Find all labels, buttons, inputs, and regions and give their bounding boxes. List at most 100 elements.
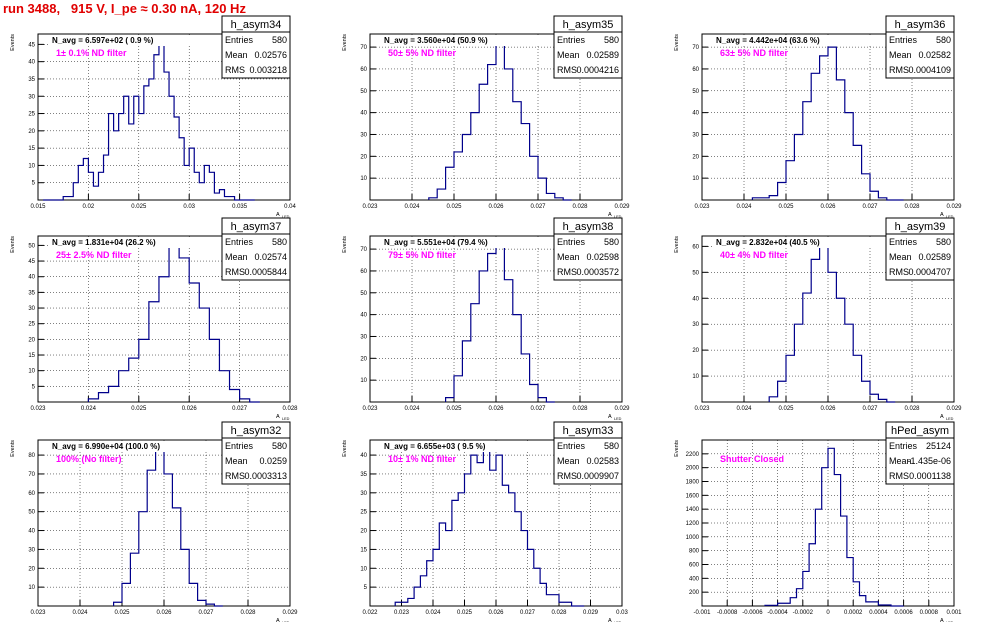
stats-box (885, 217, 955, 281)
navg-label: N_avg = 2.832e+04 (40.5 %) (716, 238, 820, 247)
stats-label: Mean (557, 50, 580, 60)
y-tick-label: 40 (360, 111, 367, 117)
x-tick-label: 0.029 (946, 406, 962, 412)
x-tick-label: 0.015 (30, 204, 46, 210)
stats-value: 0.0004109 (908, 65, 951, 75)
y-tick-label: 60 (28, 491, 35, 497)
navg-label: N_avg = 5.551e+04 (79.4 %) (384, 238, 488, 247)
histogram-panel-h_asym37: 0.023 0.024 0.025 0.026 0.027 0.028 5 10 15 20 25 3… (10, 217, 298, 421)
navg-box (48, 237, 228, 248)
y-tick-label: 600 (689, 563, 700, 569)
y-tick-label: 35 (28, 77, 35, 83)
x-tick-label: 0.028 (240, 610, 256, 616)
x-tick-label: 0.023 (362, 406, 378, 412)
y-tick-label: 30 (692, 322, 699, 328)
stats-title: h_asym36 (895, 19, 946, 31)
x-axis-title: A (608, 618, 612, 622)
x-axis-title-subscript: LED (946, 417, 954, 421)
y-axis-title: Events (342, 34, 348, 51)
y-tick-label: 25 (28, 322, 35, 328)
stats-box (553, 421, 623, 485)
stats-label: Mean (889, 50, 912, 60)
x-tick-label: 0.026 (488, 610, 504, 616)
stats-label: Mean (225, 456, 248, 466)
x-tick-label: 0.025 (131, 204, 147, 210)
y-tick-label: 60 (692, 67, 699, 73)
y-tick-label: 60 (692, 244, 699, 250)
filter-label: 40± 4% ND filter (720, 250, 788, 260)
x-tick-label: 0 (826, 610, 830, 616)
y-tick-label: 70 (692, 45, 699, 51)
histogram-panel-h_asym33: 0.022 0.023 0.024 0.025 0.026 0.027 0.028 0.029… (342, 421, 628, 622)
x-tick-label: 0.029 (583, 610, 599, 616)
y-tick-label: 10 (360, 566, 367, 572)
x-tick-label: 0.027 (520, 610, 536, 616)
run-title: run 3488, 915 V, I_pe ≈ 0.30 nA, 120 Hz (3, 1, 246, 16)
y-axis-title: Events (674, 236, 680, 253)
x-tick-label: 0.025 (446, 204, 462, 210)
x-tick-label: 0.029 (946, 204, 962, 210)
x-axis-title-subscript: LED (282, 215, 290, 219)
stats-label: Entries (889, 35, 918, 45)
navg-box (380, 441, 560, 452)
x-tick-label: 0.027 (530, 406, 546, 412)
stats-box (885, 421, 955, 485)
stats-value: -1.435e-06 (907, 456, 951, 466)
stats-label: RMS (225, 471, 245, 481)
y-tick-label: 40 (28, 275, 35, 281)
stats-box (885, 15, 955, 79)
y-tick-label: 40 (692, 296, 699, 302)
y-tick-label: 5 (364, 585, 368, 591)
navg-label: N_avg = 6.655e+03 ( 9.5 %) (384, 442, 486, 451)
stats-value: 0.02589 (918, 252, 951, 262)
y-tick-label: 20 (692, 348, 699, 354)
y-tick-label: 10 (28, 369, 35, 375)
x-tick-label: -0.0006 (742, 610, 763, 616)
x-axis-title: A (608, 212, 612, 218)
stats-box (221, 217, 291, 281)
stats-box (221, 421, 291, 485)
y-tick-label: 10 (692, 176, 699, 182)
x-tick-label: 0.023 (362, 204, 378, 210)
navg-label: N_avg = 4.442e+04 (63.6 %) (716, 36, 820, 45)
y-tick-label: 10 (360, 378, 367, 384)
x-tick-label: 0.027 (862, 204, 878, 210)
navg-box (712, 237, 892, 248)
x-tick-label: 0.028 (282, 406, 298, 412)
filter-label: 100% (No filter) (56, 454, 122, 464)
x-axis-title: A (276, 212, 280, 218)
navg-box (380, 237, 560, 248)
histogram-series-h_asym39 (768, 240, 896, 403)
navg-box (712, 35, 892, 46)
y-axis-title: Events (674, 34, 680, 51)
x-tick-label: 0.023 (30, 610, 46, 616)
histogram-series-hPed_asym (764, 447, 904, 607)
stats-box (553, 217, 623, 281)
x-tick-label: 0.023 (394, 610, 410, 616)
stats-value: 0.0004216 (576, 65, 619, 75)
y-tick-label: 70 (28, 472, 35, 478)
stats-value: 0.0001138 (909, 471, 951, 481)
x-axis-title: A (608, 414, 612, 420)
stats-box (221, 15, 291, 79)
y-tick-label: 50 (692, 270, 699, 276)
y-tick-label: 800 (689, 549, 700, 555)
y-tick-label: 35 (360, 472, 367, 478)
y-tick-label: 30 (360, 132, 367, 138)
x-tick-label: 0.025 (131, 406, 147, 412)
y-tick-label: 50 (360, 89, 367, 95)
x-tick-label: 0.025 (778, 204, 794, 210)
x-axis-title: A (276, 414, 280, 420)
stats-value: 0.0004707 (908, 267, 951, 277)
stats-title: h_asym39 (895, 221, 946, 233)
y-tick-label: 50 (692, 89, 699, 95)
stats-title: h_asym32 (231, 425, 282, 437)
x-tick-label: 0.028 (904, 406, 920, 412)
y-tick-label: 70 (360, 45, 367, 51)
y-axis-title: Events (10, 440, 16, 457)
stats-value: 580 (936, 237, 951, 247)
x-tick-label: 0.023 (694, 204, 710, 210)
stats-label: Entries (889, 441, 918, 451)
stats-title: h_asym38 (563, 221, 614, 233)
y-tick-label: 400 (689, 576, 700, 582)
